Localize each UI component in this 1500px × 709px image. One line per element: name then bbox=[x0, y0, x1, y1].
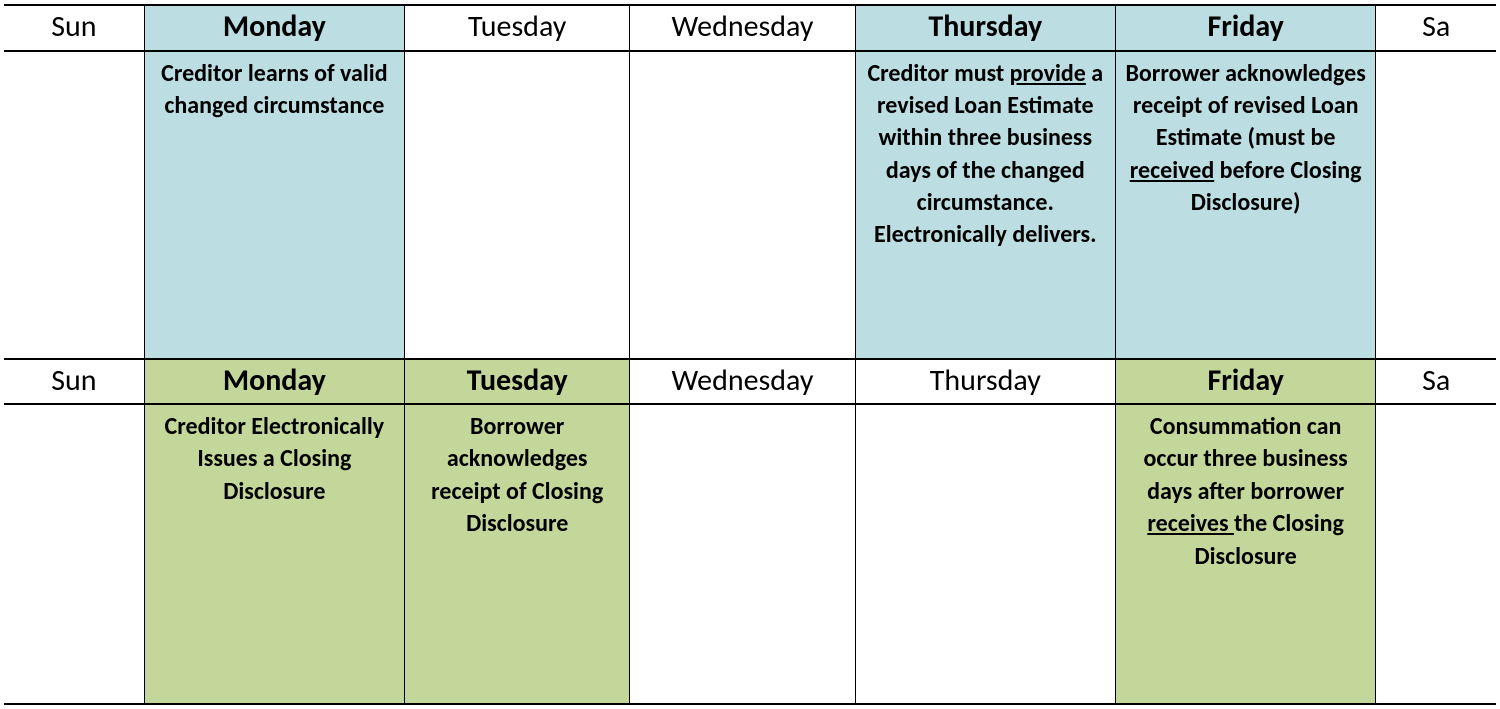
hdr-fri: Friday bbox=[1115, 5, 1375, 51]
hdr2-tue: Tuesday bbox=[405, 359, 630, 405]
w2-sat-cell bbox=[1376, 404, 1496, 704]
w1-wed-cell bbox=[630, 51, 855, 359]
w2-tue-text: Borrower acknowledges receipt of Closing… bbox=[405, 405, 629, 551]
hdr-wed: Wednesday bbox=[630, 5, 855, 51]
week1-header-row: Sun Monday Tuesday Wednesday Thursday Fr… bbox=[4, 5, 1496, 51]
w1-sun-cell bbox=[4, 51, 144, 359]
w2-sun-cell bbox=[4, 404, 144, 704]
w2-wed-cell bbox=[630, 404, 855, 704]
w1-fri-text: Borrower acknowledges receipt of revised… bbox=[1116, 52, 1375, 230]
hdr-sat: Sa bbox=[1376, 5, 1496, 51]
w1-mon-text: Creditor learns of valid changed circums… bbox=[145, 52, 404, 133]
week2-body-row: Creditor Electronically Issues a Closing… bbox=[4, 404, 1496, 704]
w1-mon-cell: Creditor learns of valid changed circums… bbox=[144, 51, 404, 359]
w2-fri-text: Consummation can occur three business da… bbox=[1116, 405, 1375, 583]
w1-tue-cell bbox=[405, 51, 630, 359]
hdr-tue: Tuesday bbox=[405, 5, 630, 51]
week2-header-row: Sun Monday Tuesday Wednesday Thursday Fr… bbox=[4, 359, 1496, 405]
hdr-sun: Sun bbox=[4, 5, 144, 51]
w2-mon-cell: Creditor Electronically Issues a Closing… bbox=[144, 404, 404, 704]
hdr2-thu: Thursday bbox=[855, 359, 1115, 405]
w1-fri-cell: Borrower acknowledges receipt of revised… bbox=[1115, 51, 1375, 359]
w2-tue-cell: Borrower acknowledges receipt of Closing… bbox=[405, 404, 630, 704]
hdr2-sun: Sun bbox=[4, 359, 144, 405]
calendar-table: Sun Monday Tuesday Wednesday Thursday Fr… bbox=[0, 0, 1500, 709]
w2-thu-cell bbox=[855, 404, 1115, 704]
hdr2-fri: Friday bbox=[1115, 359, 1375, 405]
w1-sat-cell bbox=[1376, 51, 1496, 359]
timeline-table: Sun Monday Tuesday Wednesday Thursday Fr… bbox=[4, 4, 1496, 705]
hdr-mon: Monday bbox=[144, 5, 404, 51]
w1-thu-text: Creditor must provide a revised Loan Est… bbox=[856, 52, 1115, 262]
hdr-thu: Thursday bbox=[855, 5, 1115, 51]
hdr2-sat: Sa bbox=[1376, 359, 1496, 405]
hdr2-mon: Monday bbox=[144, 359, 404, 405]
w2-fri-cell: Consummation can occur three business da… bbox=[1115, 404, 1375, 704]
hdr2-wed: Wednesday bbox=[630, 359, 855, 405]
w2-mon-text: Creditor Electronically Issues a Closing… bbox=[145, 405, 404, 518]
week1-body-row: Creditor learns of valid changed circums… bbox=[4, 51, 1496, 359]
w1-thu-cell: Creditor must provide a revised Loan Est… bbox=[855, 51, 1115, 359]
